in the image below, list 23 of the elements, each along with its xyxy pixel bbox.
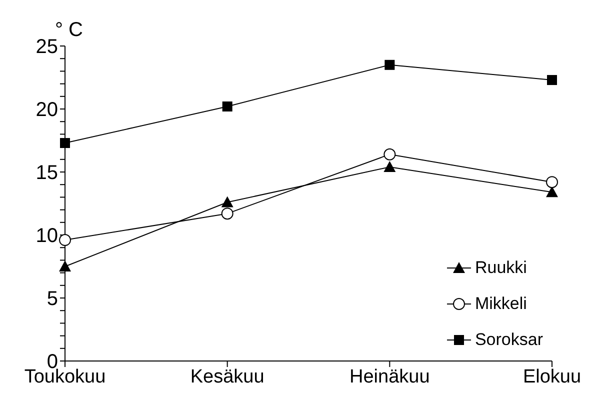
y-tick-label: 25 [36,36,58,58]
x-tick-label: Elokuu [522,366,582,388]
y-tick-label: 5 [46,288,58,310]
y-tick-label: 15 [36,162,58,184]
legend-label: Soroksar [474,330,543,350]
point [384,60,395,70]
x-tick-label: Heinäkuu [350,366,430,388]
y-tick-label: 10 [36,225,58,248]
point [60,138,70,148]
point [59,234,71,246]
point [222,101,232,112]
point [384,160,396,172]
y-axis-title: ° C [55,19,83,41]
point [59,260,71,272]
legend-label: Ruukki [474,258,527,278]
point [547,75,557,86]
point [384,148,396,160]
x-tick-label: Kesäkuu [190,366,264,388]
point [221,196,234,208]
y-tick-label: 20 [36,99,58,122]
point [221,208,234,220]
point [546,176,558,188]
legend-label: Mikkeli [474,294,527,314]
